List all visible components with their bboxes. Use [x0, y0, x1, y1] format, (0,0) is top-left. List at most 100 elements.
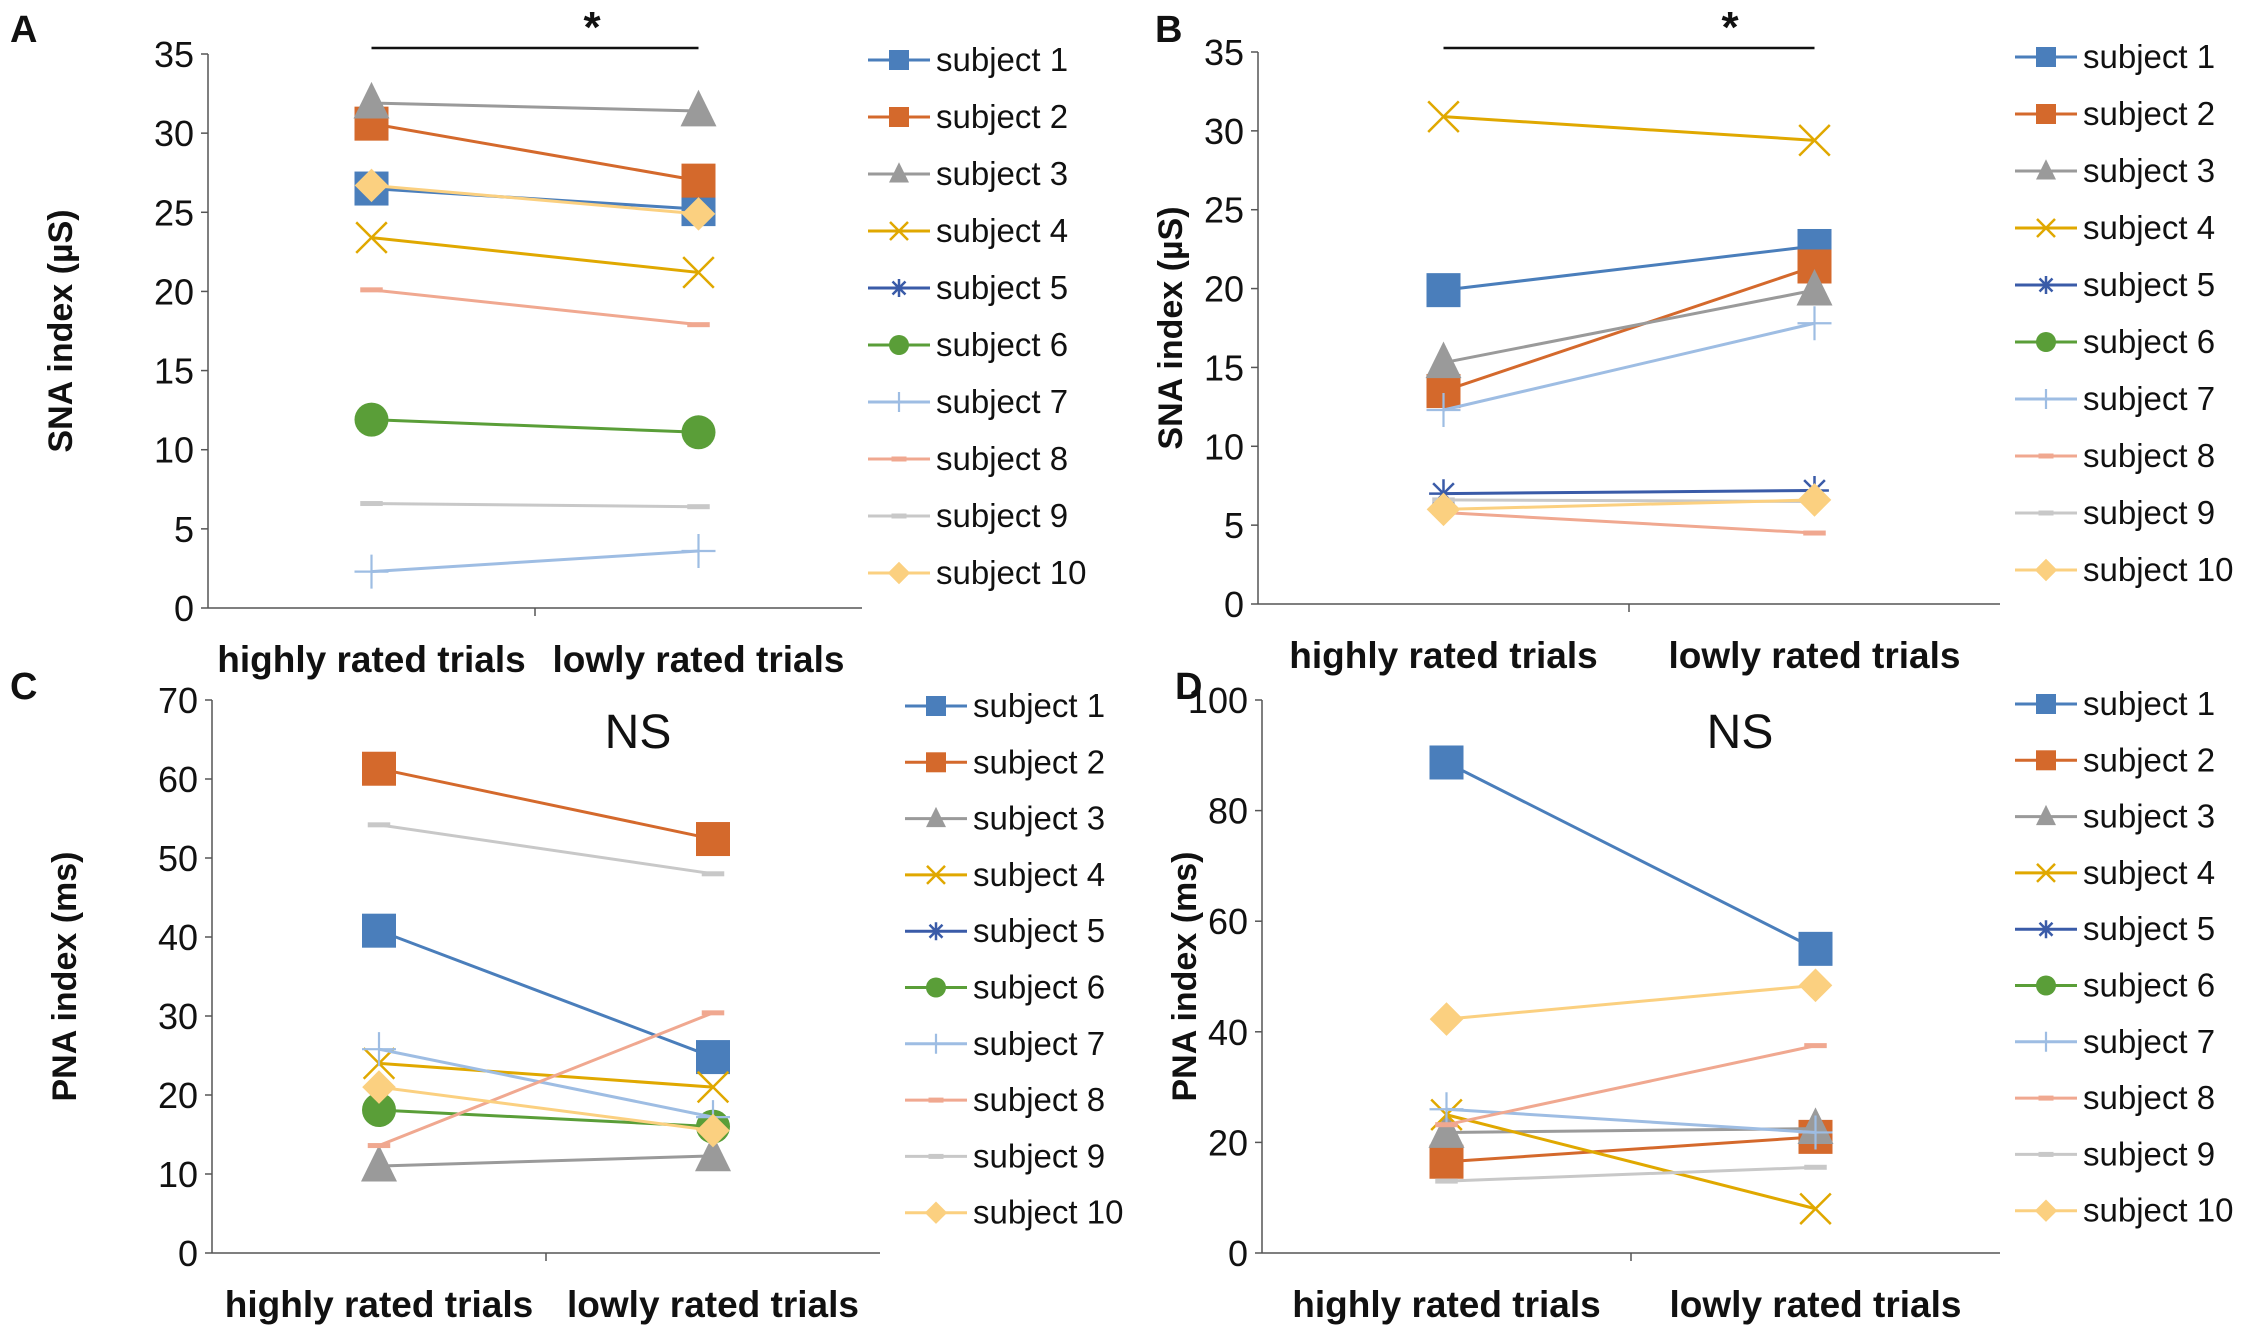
- panel-d-y-tick-label: 20: [1208, 1122, 1248, 1163]
- panel-a-y-tick-label: 25: [154, 192, 194, 233]
- panel-c-y-axis-label: PNA index (ms): [46, 851, 84, 1101]
- panel-b-legend-label: subject 3: [2083, 152, 2215, 189]
- panel-d-series-1-point: [1429, 745, 1464, 780]
- panel-a-series-9: [360, 501, 710, 510]
- panel-c-series-2-point: [696, 822, 730, 857]
- panel-a-series-2: [354, 106, 716, 198]
- panel-d-y-tick-label: 80: [1208, 791, 1248, 832]
- panel-a-series-3: [353, 81, 717, 127]
- panel-b-series-3-point: [1425, 341, 1462, 379]
- panel-d-series-7-point: [1429, 1092, 1464, 1127]
- panel-a-y-tick-label: 5: [174, 509, 194, 550]
- panel-d-series-1-point: [1798, 931, 1833, 966]
- panel-c-legend-marker: [927, 922, 945, 941]
- panel-c-series-3-point: [361, 1144, 397, 1182]
- panel-c-legend-marker: [926, 1033, 946, 1054]
- panel-b-series-2-line: [1443, 265, 1815, 393]
- panel-a-x-category-label: highly rated trials: [217, 639, 525, 680]
- panel-a-series-10-point: [681, 197, 716, 231]
- panel-a-legend-marker: [890, 279, 908, 297]
- panel-c-series-10-point: [362, 1070, 396, 1104]
- panel-c-y-tick-label: 0: [178, 1233, 198, 1274]
- panel-b-legend-marker: [2038, 453, 2054, 459]
- panel-c-series-9: [367, 822, 725, 877]
- panel-c-legend-marker: [924, 1201, 948, 1224]
- panel-a-series-6: [354, 402, 716, 450]
- panel-b-series-8-line: [1443, 511, 1815, 535]
- panel-c-legend-label: subject 7: [973, 1025, 1105, 1062]
- panel-d-annotation: NS: [1707, 706, 1774, 759]
- panel-d-y-axis-label: PNA index (ms): [1166, 851, 1204, 1101]
- panel-b-legend-label: subject 5: [2083, 266, 2215, 303]
- panel-c-legend-label: subject 5: [973, 912, 1105, 949]
- panel-b-legend-label: subject 8: [2083, 437, 2215, 474]
- panel-d-series-4: [1430, 1098, 1832, 1225]
- panel-d-series-9-point: [1435, 1178, 1458, 1184]
- panel-a-series-10-point: [354, 168, 389, 203]
- panel-c-series-3: [361, 1134, 731, 1182]
- panel-c-series-7-line: [378, 1047, 714, 1119]
- panel-a-legend-marker: [891, 513, 907, 519]
- panel-d-series-8: [1435, 1043, 1827, 1128]
- panel-b-series-3-point: [1796, 268, 1833, 306]
- panel-d-series-3-point: [1428, 1111, 1465, 1148]
- panel-a-x-category-label: lowly rated trials: [553, 639, 845, 680]
- panel-d-series-1: [1429, 745, 1833, 966]
- panel-c-series-1-point: [362, 913, 396, 948]
- panel-b-legend-label: subject 6: [2083, 323, 2215, 360]
- panel-d-series-8-point: [1435, 1122, 1458, 1128]
- panel-b-legend: subject 1 subject 2 subject 3 subject 4 subj…: [2015, 38, 2233, 588]
- panel-c-y-tick-label: 10: [158, 1154, 198, 1195]
- panel-d-legend-marker: [2038, 1095, 2054, 1101]
- panel-b-y-tick-label: 35: [1204, 32, 1244, 73]
- panel-d-series-4-line: [1446, 1113, 1816, 1211]
- panel-b-series-10-line: [1443, 498, 1815, 511]
- panel-b-y-tick-label: 20: [1204, 269, 1244, 310]
- panel-b-legend-label: subject 2: [2083, 95, 2215, 132]
- panel-b-series-8: [1432, 510, 1826, 536]
- panel-a-series-6-point: [681, 415, 716, 450]
- panel-c: C 0 10 20 30 40 50 60 70 highly rated trials lowly…: [10, 666, 1123, 1325]
- panel-c-legend-label: subject 10: [973, 1194, 1123, 1231]
- panel-d-y-tick-label: 100: [1188, 680, 1248, 721]
- panel-b-legend-label: subject 7: [2083, 380, 2215, 417]
- panel-b-legend-marker: [2034, 558, 2058, 582]
- panel-c-series-9-point: [701, 871, 725, 877]
- panel-b-series-3-line: [1443, 288, 1815, 365]
- panel-c-series-8-line: [378, 1011, 714, 1147]
- panel-c-legend-marker: [926, 865, 946, 885]
- panel-c-series-10: [362, 1070, 730, 1148]
- panel-b: B 0 5 10 15 20 25 30 35 highly rated trials lowly …: [1152, 3, 2233, 676]
- panel-a-y-tick-label: 20: [154, 271, 194, 312]
- panel-d-x-category-label: highly rated trials: [1292, 1284, 1600, 1325]
- panel-c-series-4-line: [378, 1061, 714, 1089]
- panel-a-y-tick-label: 35: [154, 34, 194, 75]
- panel-c-legend-marker: [926, 806, 946, 828]
- panel-c-series-3-point: [695, 1134, 731, 1172]
- panel-b-series-1: [1426, 228, 1832, 308]
- panel-c-label: C: [10, 666, 37, 708]
- panel-c-legend-label: subject 1: [973, 687, 1105, 724]
- panel-c-legend-label: subject 3: [973, 800, 1105, 837]
- panel-b-legend-marker: [2037, 276, 2055, 294]
- panel-d-y-tick-label: 0: [1228, 1233, 1248, 1274]
- panel-d-y-tick-label: 40: [1208, 1012, 1248, 1053]
- panel-a-label: A: [10, 9, 37, 51]
- panel-c-y-tick-label: 20: [158, 1075, 198, 1116]
- panel-b-series-1-line: [1443, 244, 1815, 292]
- panel-c-series-3-line: [378, 1154, 714, 1168]
- panel-c-legend-marker: [926, 752, 946, 773]
- panel-b-legend-label: subject 9: [2083, 494, 2215, 531]
- panel-c-x-category-label: highly rated trials: [225, 1284, 533, 1325]
- panel-b-series-10-point: [1426, 492, 1461, 527]
- panel-a-legend-label: subject 10: [936, 554, 1086, 591]
- panel-a-legend-marker: [889, 107, 909, 127]
- panel-b-legend-label: subject 10: [2083, 551, 2233, 588]
- panel-b-legend-marker: [2038, 510, 2054, 516]
- panel-b-legend-marker: [2036, 47, 2056, 67]
- panel-a-series-7-point: [681, 534, 716, 569]
- panel-b-legend-marker: [2036, 332, 2056, 352]
- panel-a-legend-marker: [889, 162, 909, 183]
